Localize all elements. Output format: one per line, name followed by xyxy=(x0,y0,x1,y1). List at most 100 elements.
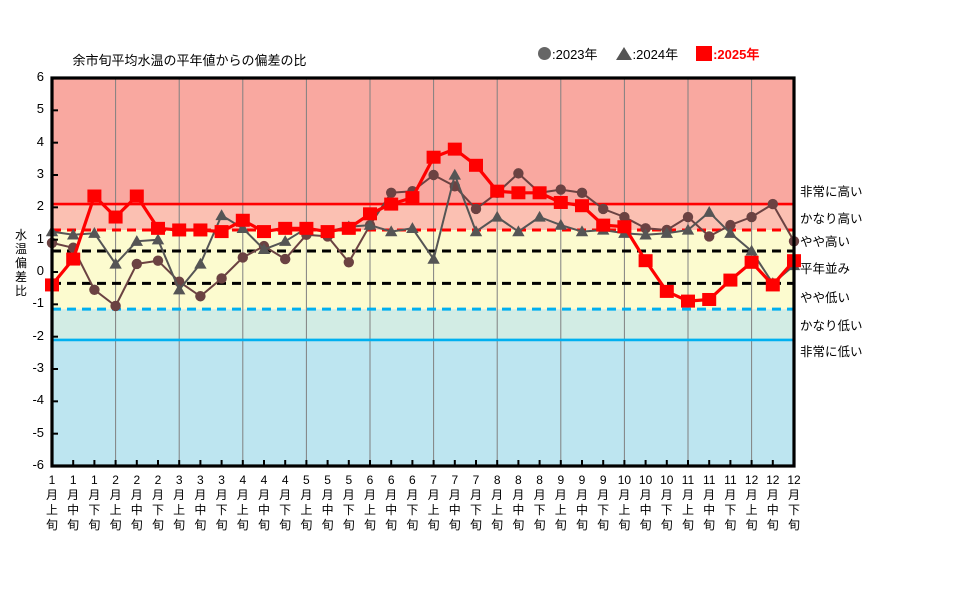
data-point-2023年-30 xyxy=(682,211,694,223)
x-tick-part-0: 9 xyxy=(557,473,565,487)
y-axis-title-char-4: 比 xyxy=(14,284,27,298)
x-tick-part-3: 旬 xyxy=(639,518,652,532)
data-point-2025年-31 xyxy=(702,292,717,306)
y-axis-title-char-0: 水 xyxy=(14,228,27,242)
data-point-2025年-29 xyxy=(659,284,674,298)
x-tick-part-1: 月 xyxy=(491,488,504,502)
x-tick-part-0: 8 xyxy=(493,473,501,487)
data-point-2025年-34 xyxy=(765,278,780,292)
x-tick-part-3: 旬 xyxy=(618,518,631,532)
x-tick-label-28: 10 月中旬 xyxy=(637,473,655,533)
x-tick-part-2: 下 xyxy=(787,503,800,517)
data-point-2025年-12 xyxy=(299,221,314,235)
x-tick-part-3: 旬 xyxy=(512,518,525,532)
data-point-2025年-4 xyxy=(129,189,144,203)
x-tick-part-2: 下 xyxy=(724,503,737,517)
x-tick-part-3: 旬 xyxy=(491,518,504,532)
data-point-2025年-13 xyxy=(320,225,335,239)
data-point-2024年-5 xyxy=(151,233,165,245)
x-tick-part-0: 8 xyxy=(515,473,522,487)
x-tick-part-2: 中 xyxy=(448,503,461,517)
x-tick-part-0: 7 xyxy=(472,473,480,487)
data-point-2024年-9 xyxy=(236,222,249,233)
x-tick-part-3: 旬 xyxy=(660,518,673,532)
x-tick-label-29: 10 月下旬 xyxy=(658,473,676,533)
x-tick-part-3: 旬 xyxy=(448,518,461,532)
legend-item-2023: :2023年 xyxy=(538,44,598,63)
legend-label-2023: :2023年 xyxy=(552,47,598,62)
x-tick-part-0: 6 xyxy=(409,473,416,487)
x-tick-part-2: 上 xyxy=(236,503,249,517)
x-tick-part-2: 下 xyxy=(660,503,673,517)
data-point-2025年-3 xyxy=(108,210,123,224)
x-tick-part-2: 下 xyxy=(597,503,610,517)
x-tick-part-3: 旬 xyxy=(151,518,164,532)
x-tick-part-3: 旬 xyxy=(597,518,610,532)
legend-item-2024: :2024年 xyxy=(615,44,679,63)
x-tick-part-1: 月 xyxy=(512,488,525,502)
x-tick-part-2: 下 xyxy=(215,503,228,517)
x-tick-part-3: 旬 xyxy=(406,518,419,532)
x-tick-part-2: 下 xyxy=(406,503,419,517)
x-tick-part-2: 下 xyxy=(88,503,101,517)
x-tick-part-2: 下 xyxy=(342,503,355,517)
x-tick-part-3: 旬 xyxy=(766,518,779,532)
x-tick-part-1: 月 xyxy=(575,488,588,502)
x-tick-part-0: 10 xyxy=(638,473,653,487)
x-tick-part-1: 月 xyxy=(639,488,652,502)
legend-item-2025: :2025年 xyxy=(696,44,759,63)
x-tick-part-3: 旬 xyxy=(575,518,588,532)
data-point-2025年-11 xyxy=(278,221,293,235)
circle-marker-icon xyxy=(538,47,551,60)
y-tick-label--2: -2 xyxy=(32,327,44,343)
x-tick-part-2: 上 xyxy=(681,503,694,517)
x-tick-part-0: 10 xyxy=(660,473,674,487)
x-tick-label-30: 11 月上旬 xyxy=(679,473,697,533)
legend-label-2024: :2024年 xyxy=(632,47,679,62)
data-point-2024年-17 xyxy=(406,222,419,233)
data-point-2024年-33 xyxy=(745,244,758,256)
x-tick-part-3: 旬 xyxy=(745,518,758,532)
data-point-2024年-23 xyxy=(533,210,546,222)
data-point-2023年-32 xyxy=(725,219,736,231)
x-tick-part-0: 12 xyxy=(744,473,759,487)
x-tick-part-2: 中 xyxy=(703,503,716,517)
x-tick-part-3: 旬 xyxy=(279,518,292,532)
x-tick-part-0: 11 xyxy=(724,473,737,487)
data-point-2025年-18 xyxy=(426,150,441,164)
x-tick-part-3: 旬 xyxy=(109,518,122,532)
x-tick-part-3: 旬 xyxy=(215,518,228,532)
x-tick-part-0: 2 xyxy=(154,473,162,487)
x-tick-part-2: 下 xyxy=(533,503,546,517)
x-tick-part-1: 月 xyxy=(385,488,398,502)
x-tick-part-1: 月 xyxy=(724,488,737,502)
x-tick-part-1: 月 xyxy=(151,488,164,502)
x-tick-part-1: 月 xyxy=(469,488,482,502)
x-tick-part-0: 8 xyxy=(536,473,543,487)
x-tick-part-2: 中 xyxy=(130,503,143,517)
x-tick-part-3: 旬 xyxy=(67,518,80,532)
y-tick-label--1: -1 xyxy=(32,295,44,311)
series-line-2024年 xyxy=(51,174,795,291)
x-tick-part-2: 上 xyxy=(427,503,440,517)
x-tick-part-3: 旬 xyxy=(703,518,716,532)
data-point-2025年-16 xyxy=(384,197,399,211)
x-tick-part-2: 中 xyxy=(639,503,652,517)
x-tick-part-1: 月 xyxy=(533,488,546,502)
